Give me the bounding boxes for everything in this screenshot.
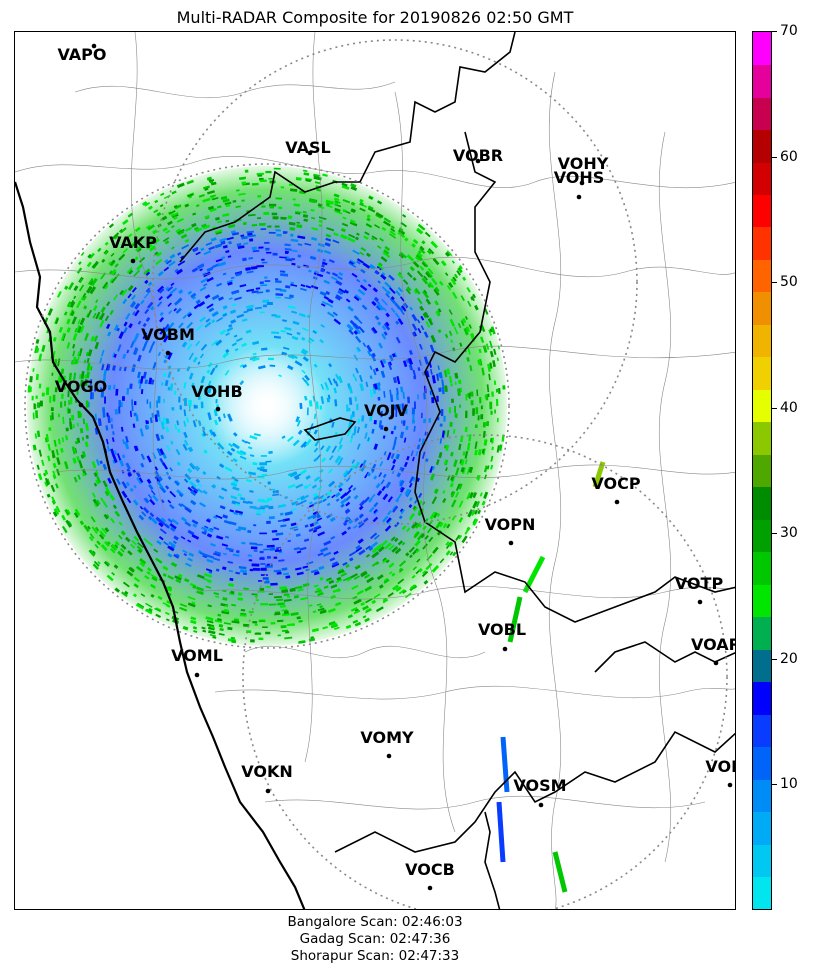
colorbar-segment xyxy=(753,714,771,748)
station-dot-vosm[interactable] xyxy=(538,802,544,808)
coastline xyxy=(15,181,306,909)
station-dot-voar[interactable] xyxy=(713,660,719,666)
station-label-vopc: VOPC xyxy=(705,757,736,776)
colorbar-segment xyxy=(753,551,771,585)
station-label-vobm: VOBM xyxy=(141,325,195,344)
station-label-vocb: VOCB xyxy=(405,860,455,879)
station-dot-vokn[interactable] xyxy=(265,788,271,794)
colorbar-segment xyxy=(753,64,771,98)
station-dot-votp[interactable] xyxy=(697,599,703,605)
station-dot-vocp[interactable] xyxy=(614,499,620,505)
echo-streak xyxy=(500,736,510,793)
colorbar-tick: 70 xyxy=(772,24,798,38)
colorbar-segment xyxy=(753,811,771,845)
station-dot-vohb[interactable] xyxy=(215,406,221,412)
station-dot-voml[interactable] xyxy=(194,672,200,678)
radar-map[interactable]: VAPO VASL VOBR VOHY VOHS VAKP VOBM VOGO VOHB VOJV… xyxy=(14,31,736,910)
station-label-vapo: VAPO xyxy=(57,45,106,64)
scan-time-shorapur: Shorapur Scan: 02:47:33 xyxy=(290,948,460,964)
station-dot-vasl[interactable] xyxy=(307,150,313,156)
station-label-vasl: VASL xyxy=(285,138,330,157)
colorbar-segment xyxy=(753,291,771,325)
scan-times: Bangalore Scan: 02:46:03 Gadag Scan: 02:… xyxy=(14,914,736,965)
station-label-vakp: VAKP xyxy=(109,233,157,252)
colorbar-segment xyxy=(753,486,771,520)
scan-time-bangalore: Bangalore Scan: 02:46:03 xyxy=(287,914,463,930)
chart-title: Multi-RADAR Composite for 20190826 02:50… xyxy=(176,8,574,27)
station-label-voar: VOAR xyxy=(691,635,736,654)
station-label-votp: VOTP xyxy=(675,574,724,593)
colorbar-segment xyxy=(753,844,771,878)
colorbar-segment xyxy=(753,356,771,390)
station-label-vogo: VOGO xyxy=(55,377,107,396)
station-dot-vapo[interactable] xyxy=(91,43,97,49)
station-dot-vopc[interactable] xyxy=(727,782,733,788)
colorbar-segment xyxy=(753,746,771,780)
station-dot-vomy[interactable] xyxy=(386,753,392,759)
station-dot-vojv[interactable] xyxy=(383,426,389,432)
radar-echo-layer xyxy=(27,166,606,893)
station-dot-vakp[interactable] xyxy=(130,258,136,264)
station-label-vokn: VOKN xyxy=(241,762,293,781)
colorbar-segment xyxy=(753,876,771,909)
station-label-vobr: VOBR xyxy=(453,146,503,165)
colorbar-segment xyxy=(753,616,771,650)
colorbar-segment xyxy=(753,161,771,195)
station-label-vomy: VOMY xyxy=(360,728,414,747)
station-label-vocp: VOCP xyxy=(591,474,640,493)
station-dot-vobm[interactable] xyxy=(165,350,171,356)
scan-time-gadag: Gadag Scan: 02:47:36 xyxy=(299,931,451,947)
radar-range-rings xyxy=(24,39,728,909)
colorbar-segment xyxy=(753,32,771,66)
echo-streak xyxy=(507,596,523,643)
station-label-vohs: VOHS xyxy=(554,168,605,187)
station-dot-vohs[interactable] xyxy=(576,194,582,200)
colorbar-tick: 30 xyxy=(772,526,798,540)
colorbar xyxy=(752,31,772,910)
colorbar-tick: 40 xyxy=(772,401,798,415)
colorbar-segment xyxy=(753,519,771,553)
colorbar-segment xyxy=(753,454,771,488)
station-label-vohb: VOHB xyxy=(191,382,242,401)
echo-streak xyxy=(592,461,606,488)
station-dot-vogo[interactable] xyxy=(78,402,84,408)
station-label-vopn: VOPN xyxy=(485,515,536,534)
colorbar-segment xyxy=(753,681,771,715)
colorbar-segment xyxy=(753,226,771,260)
colorbar-tick: 10 xyxy=(772,777,798,791)
station-dot-vobr[interactable] xyxy=(475,158,481,164)
colorbar-tick: 60 xyxy=(772,150,798,164)
colorbar-ticks: 70 60 50 40 30 20 10 xyxy=(772,24,825,910)
colorbar-tick: 20 xyxy=(772,652,798,666)
colorbar-segment xyxy=(753,649,771,683)
station-dot-vocb[interactable] xyxy=(427,885,433,891)
colorbar-segment xyxy=(753,389,771,423)
colorbar-segment xyxy=(753,96,771,131)
station-label-vobl: VOBL xyxy=(478,620,526,639)
station-dot-vopn[interactable] xyxy=(508,540,514,546)
echo-disc xyxy=(27,166,507,646)
major-boundaries xyxy=(179,32,735,909)
colorbar-segment xyxy=(753,779,771,813)
colorbar-segment xyxy=(753,584,771,618)
station-dot-vobl[interactable] xyxy=(502,646,508,652)
state-boundaries xyxy=(15,32,735,909)
station-label-voml: VOML xyxy=(171,646,223,665)
station-dot-vohy[interactable] xyxy=(579,180,585,186)
colorbar-segment xyxy=(753,129,771,163)
colorbar-segment xyxy=(753,421,771,455)
colorbar-tick: 50 xyxy=(772,275,798,289)
station-label-vojv: VOJV xyxy=(364,401,409,420)
colorbar-segment xyxy=(753,324,771,358)
station-label-vohy: VOHY xyxy=(558,154,609,173)
echo-streak xyxy=(496,801,506,863)
station-label-vosm: VOSM xyxy=(513,776,566,795)
colorbar-segment xyxy=(753,259,771,293)
colorbar-segment xyxy=(753,194,771,228)
echo-streak xyxy=(552,851,568,893)
echo-streak xyxy=(522,555,546,594)
